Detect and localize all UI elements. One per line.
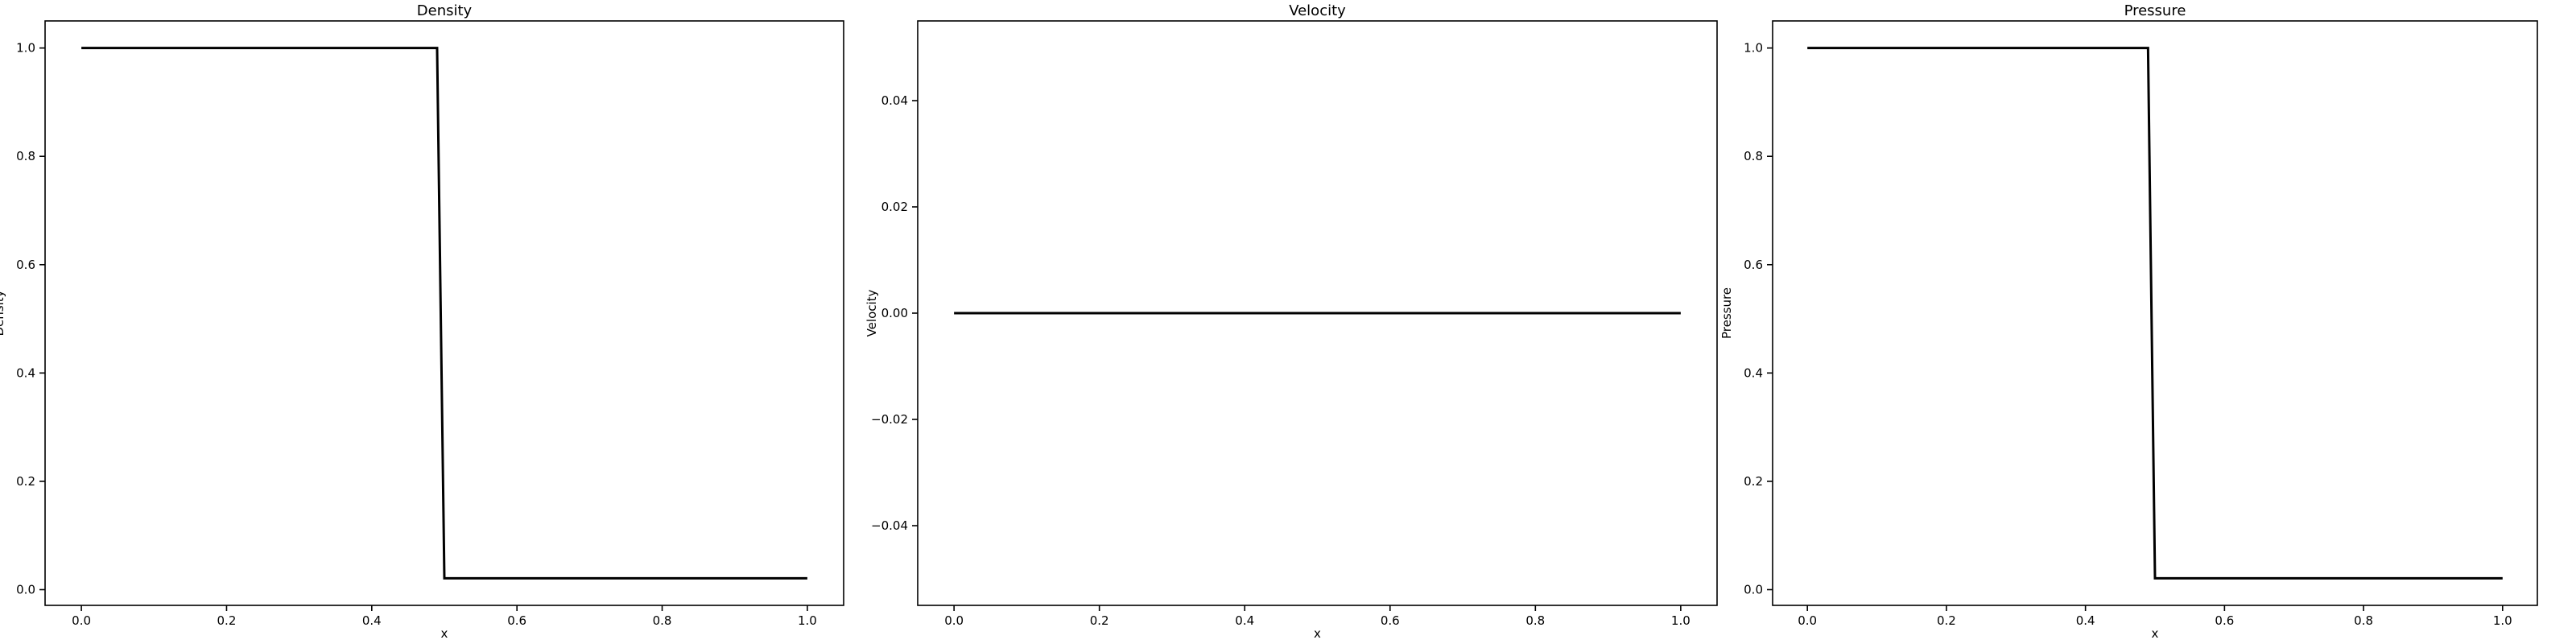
x-tick-label: 1.0: [1671, 613, 1690, 628]
x-tick-label: 0.2: [1090, 613, 1109, 628]
x-tick-label: 0.8: [653, 613, 672, 628]
chart-panel-density: 0.0 0.2 0.4 0.6 0.8 1.0 0.0 0.2 0.4 0.6 0.8 1.0 Dens…: [0, 2, 844, 641]
data-series-line: [1807, 47, 2503, 580]
y-tick-label: 0.8: [1744, 149, 1763, 163]
y-tick-label: 0.8: [16, 149, 35, 163]
x-tick-label: 0.4: [2076, 613, 2095, 628]
x-tick-label: 0.6: [1381, 613, 1400, 628]
y-axis-label: Velocity: [865, 289, 879, 336]
y-tick-label: 0.4: [1744, 365, 1763, 380]
x-tick-label: 1.0: [798, 613, 817, 628]
y-tick-label: 1.0: [16, 41, 35, 56]
x-tick-label: 0.2: [1937, 613, 1956, 628]
x-tick-label: 0.0: [72, 613, 91, 628]
x-tick-label: 1.0: [2493, 613, 2512, 628]
x-axis-label: x: [2152, 626, 2159, 641]
chart-panel-velocity: 0.0 0.2 0.4 0.6 0.8 1.0 −0.04 −0.02 0.00 0.02 0.04…: [865, 2, 1718, 641]
x-tick-label: 0.0: [1798, 613, 1817, 628]
x-tick-label: 0.8: [2354, 613, 2373, 628]
y-tick-label: 0.00: [881, 306, 908, 320]
x-tick-label: 0.6: [507, 613, 526, 628]
y-tick-label: 0.04: [881, 93, 908, 108]
y-tick-label: 0.2: [16, 474, 35, 489]
y-tick-label: 0.6: [1744, 258, 1763, 272]
y-axis-label: Pressure: [1719, 287, 1734, 339]
axes-frame: [44, 20, 844, 606]
y-tick-label: −0.04: [871, 518, 908, 533]
x-tick-label: 0.6: [2215, 613, 2234, 628]
chart-title: Density: [417, 2, 473, 19]
y-tick-label: 0.0: [16, 582, 35, 597]
y-tick-label: 0.2: [1744, 474, 1763, 489]
y-tick-label: 1.0: [1744, 41, 1763, 56]
x-tick-label: 0.8: [1525, 613, 1545, 628]
x-tick-label: 0.2: [217, 613, 237, 628]
chart-title: Pressure: [2124, 2, 2186, 19]
y-tick-label: 0.0: [1744, 582, 1763, 597]
y-tick-label: −0.02: [871, 412, 908, 427]
x-tick-label: 0.4: [1235, 613, 1254, 628]
x-axis-label: x: [1314, 626, 1321, 641]
y-axis-label: Density: [0, 290, 6, 336]
chart-title: Velocity: [1289, 2, 1346, 19]
x-tick-label: 0.0: [944, 613, 964, 628]
axes-frame: [1772, 20, 2538, 606]
y-tick-label: 0.02: [881, 200, 908, 214]
y-tick-label: 0.4: [16, 365, 35, 380]
y-tick-label: 0.6: [16, 258, 35, 272]
data-series-line: [81, 47, 807, 580]
x-axis-label: x: [441, 626, 448, 641]
chart-panel-pressure: 0.0 0.2 0.4 0.6 0.8 1.0 0.0 0.2 0.4 0.6 0.8 1.0 Pres…: [1719, 2, 2538, 641]
x-tick-label: 0.4: [362, 613, 382, 628]
